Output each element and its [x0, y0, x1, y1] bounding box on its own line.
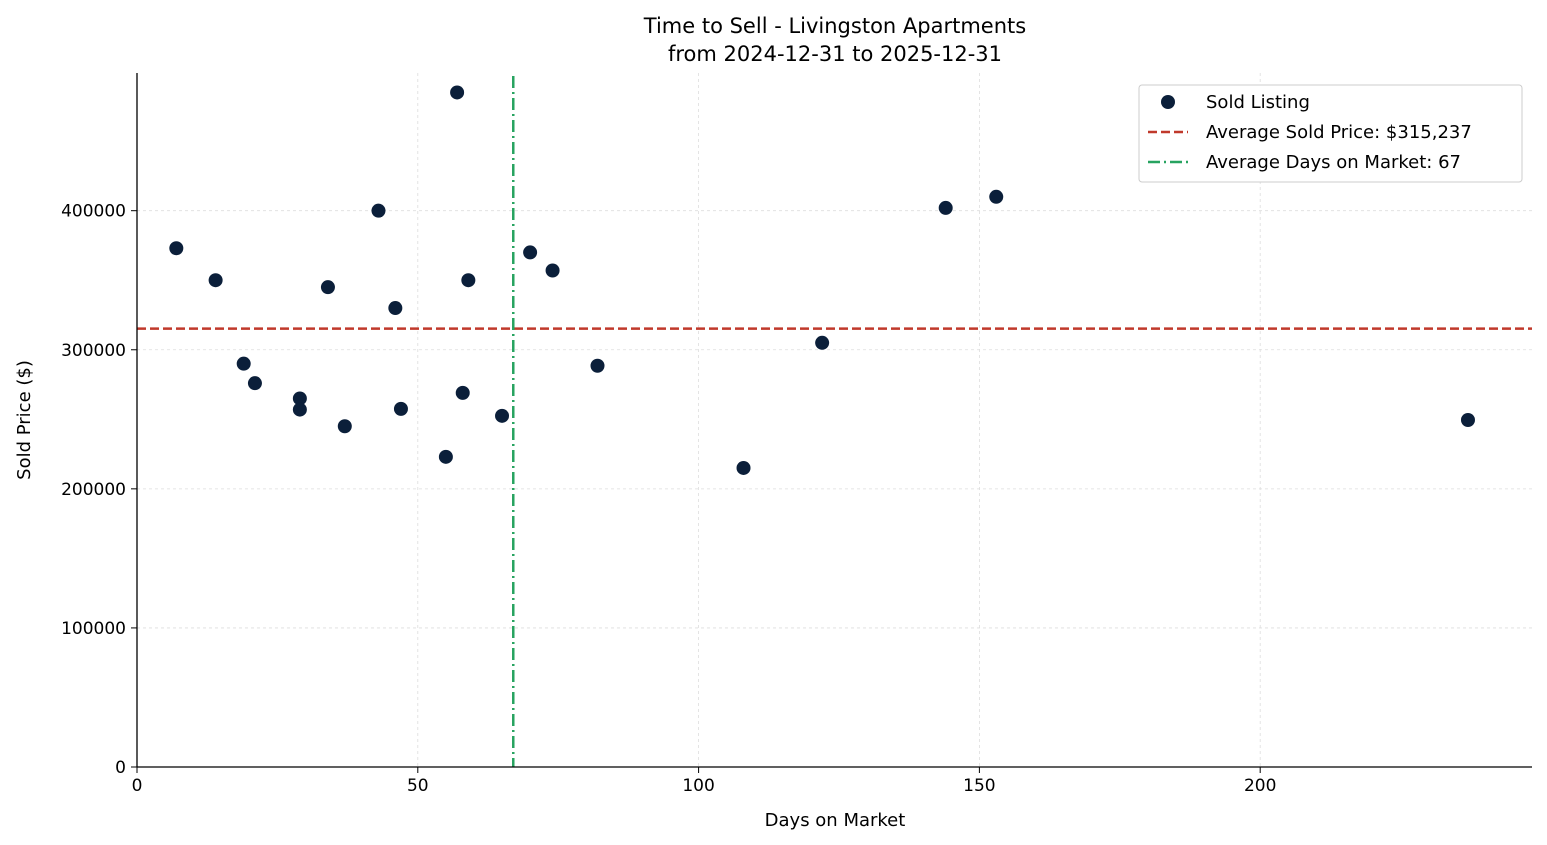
x-tick-label: 0: [132, 776, 143, 796]
data-point: [815, 335, 830, 350]
y-tick-label: 400000: [61, 202, 126, 222]
data-point: [208, 273, 223, 288]
y-tick-label: 100000: [61, 619, 126, 639]
x-tick-label: 200: [1244, 776, 1276, 796]
data-point: [247, 376, 262, 391]
legend-box: [1138, 84, 1523, 183]
legend: Sold Listing Average Sold Price: $315,23…: [1138, 84, 1523, 183]
data-point: [989, 189, 1004, 204]
axes: 0 50 100 150 200 0 100000 200000 300000 400000: [61, 73, 1532, 796]
x-tick-label: 100: [682, 776, 714, 796]
y-axis-label: Sold Price ($): [14, 360, 35, 480]
x-tick-label: 50: [407, 776, 429, 796]
data-point: [450, 85, 465, 100]
data-point: [545, 263, 560, 278]
chart-subtitle: from 2024-12-31 to 2025-12-31: [668, 42, 1002, 66]
data-point: [337, 419, 352, 434]
legend-marker-sold-listing: [1161, 95, 1175, 109]
data-point: [495, 408, 510, 423]
data-point: [393, 401, 408, 416]
data-point: [1460, 413, 1475, 427]
x-tick-label: 150: [963, 776, 995, 796]
data-point: [461, 273, 476, 288]
data-point: [438, 449, 453, 464]
data-point: [371, 203, 386, 218]
data-point: [236, 356, 251, 371]
data-point: [590, 358, 605, 373]
data-point: [455, 385, 470, 400]
legend-label-sold-listing: Sold Listing: [1206, 92, 1310, 113]
y-tick-label: 300000: [61, 341, 126, 361]
data-point: [938, 200, 953, 215]
data-point: [292, 402, 307, 417]
data-point: [736, 460, 751, 475]
data-point: [292, 391, 307, 406]
reference-lines: [137, 76, 1532, 767]
x-axis-label: Days on Market: [765, 810, 906, 831]
data-point: [320, 280, 335, 295]
data-point: [388, 301, 403, 316]
legend-label-avg-days: Average Days on Market: 67: [1206, 152, 1461, 173]
legend-label-avg-price: Average Sold Price: $315,237: [1206, 122, 1472, 143]
data-point: [523, 245, 538, 260]
y-tick-label: 200000: [61, 480, 126, 500]
data-point: [169, 241, 184, 256]
y-tick-label: 0: [115, 758, 126, 778]
data-points: [169, 85, 1475, 475]
chart-title: Time to Sell - Livingston Apartments: [643, 14, 1026, 38]
